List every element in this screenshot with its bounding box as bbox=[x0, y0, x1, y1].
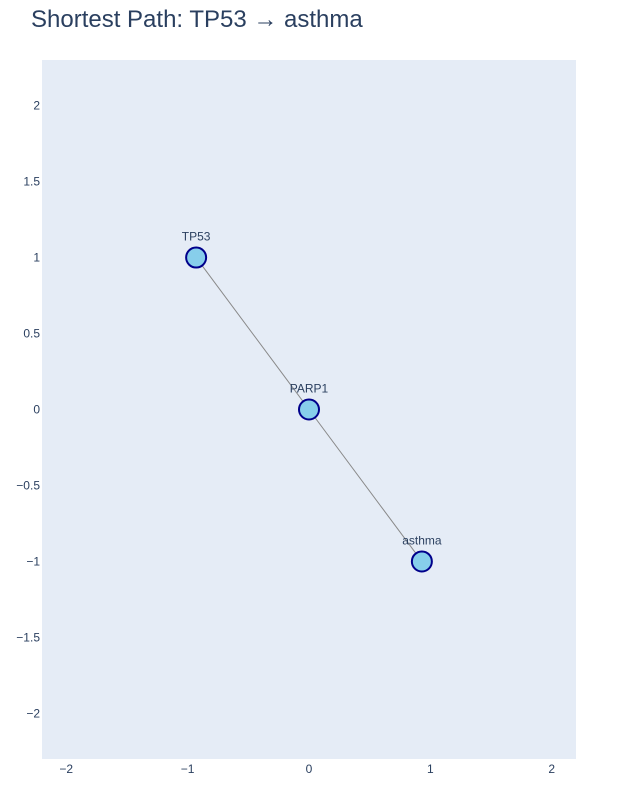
node-label-TP53: TP53 bbox=[182, 230, 211, 244]
node-TP53[interactable] bbox=[185, 246, 208, 269]
x-tick-label: −1 bbox=[181, 762, 195, 776]
y-tick-label: 2 bbox=[33, 99, 40, 113]
node-PARP1[interactable] bbox=[298, 398, 320, 421]
node-label-PARP1: PARP1 bbox=[290, 382, 329, 396]
x-axis-ticks: −2 −1 0 1 2 bbox=[59, 762, 555, 776]
edges-layer bbox=[195, 257, 423, 562]
x-tick-label: 0 bbox=[306, 762, 313, 776]
y-tick-label: 1.5 bbox=[23, 175, 40, 189]
x-tick-label: 1 bbox=[427, 762, 434, 776]
y-tick-label: 0.5 bbox=[23, 327, 40, 341]
node-label-asthma: asthma bbox=[402, 533, 442, 547]
chart-title: Shortest Path: TP53 → asthma bbox=[31, 6, 363, 33]
edge-PARP1-asthma bbox=[308, 409, 423, 562]
node-asthma[interactable] bbox=[410, 550, 433, 573]
nodes-layer: TP53 PARP1 asthma bbox=[182, 230, 442, 573]
x-tick-label: −2 bbox=[59, 762, 73, 776]
y-axis-ticks: 2 1.5 1 0.5 0 −0.5 −1 −1.5 −2 bbox=[16, 99, 40, 721]
y-tick-label: −0.5 bbox=[16, 478, 40, 492]
y-tick-label: −2 bbox=[26, 706, 40, 720]
y-tick-label: 1 bbox=[33, 251, 40, 265]
edge-TP53-PARP1 bbox=[195, 257, 310, 410]
y-tick-label: 0 bbox=[33, 403, 40, 417]
x-tick-label: 2 bbox=[548, 762, 555, 776]
y-tick-label: −1 bbox=[26, 554, 40, 568]
y-tick-label: −1.5 bbox=[16, 630, 40, 644]
